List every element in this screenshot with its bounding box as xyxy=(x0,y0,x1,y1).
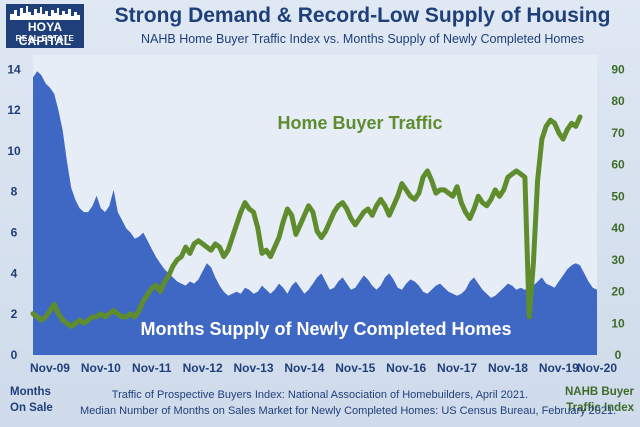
left-axis-title-line-2: On Sale xyxy=(10,402,53,414)
x-tick-label: Nov-09 xyxy=(30,361,70,375)
left-y-tick-label: 10 xyxy=(7,144,21,158)
brand-logo: HOYA CAPITAL REAL ESTATE xyxy=(6,4,84,48)
logo-main-text: HOYA CAPITAL xyxy=(18,20,72,48)
left-y-tick-label: 4 xyxy=(11,266,18,280)
left-y-tick-label: 2 xyxy=(11,307,18,321)
logo-sub-text: REAL ESTATE xyxy=(15,34,75,43)
traffic-line xyxy=(30,114,583,329)
right-y-tick-label: 0 xyxy=(615,348,622,362)
chart-title: Strong Demand & Record-Low Supply of Hou… xyxy=(114,4,611,27)
right-axis-title-line-2: Traffic Index xyxy=(566,402,634,414)
x-tick-label: Nov-12 xyxy=(183,361,223,375)
left-axis-title: Months On Sale xyxy=(10,384,53,416)
right-y-tick-label: 30 xyxy=(611,253,625,267)
right-y-tick-label: 40 xyxy=(611,221,625,235)
supply-area xyxy=(33,71,597,356)
x-tick-label: Nov-15 xyxy=(335,361,375,375)
right-axis-title-line-1: NAHB Buyer xyxy=(564,386,634,398)
skyline-icon xyxy=(10,6,80,20)
chart-subtitle: NAHB Home Buyer Traffic Index vs. Months… xyxy=(141,32,584,46)
left-axis-title-line-1: Months xyxy=(10,386,51,398)
x-tick-label: Nov-10 xyxy=(81,361,121,375)
x-tick-label: Nov-20 xyxy=(577,361,617,375)
traffic-series-label: Home Buyer Traffic xyxy=(277,113,442,133)
left-y-tick-label: 14 xyxy=(7,62,21,76)
source-note-traffic: Traffic of Prospective Buyers Index: Nat… xyxy=(111,389,529,401)
right-y-tick-label: 60 xyxy=(611,158,625,172)
x-tick-label: Nov-17 xyxy=(437,361,477,375)
left-y-tick-label: 0 xyxy=(11,348,18,362)
x-tick-label: Nov-19 xyxy=(539,361,579,375)
x-tick-label: Nov-14 xyxy=(284,361,324,375)
x-tick-label: Nov-13 xyxy=(234,361,274,375)
right-y-tick-label: 10 xyxy=(611,316,625,330)
right-y-tick-label: 70 xyxy=(611,126,625,140)
x-tick-label: Nov-11 xyxy=(132,361,172,375)
x-tick-label: Nov-18 xyxy=(488,361,528,375)
left-y-tick-label: 8 xyxy=(11,185,18,199)
right-y-tick-label: 90 xyxy=(611,62,625,76)
source-note-supply: Median Number of Months on Sales Market … xyxy=(80,405,617,417)
right-axis-title: NAHB Buyer Traffic Index xyxy=(565,384,634,416)
right-y-tick-label: 80 xyxy=(611,94,625,108)
right-y-tick-label: 20 xyxy=(611,285,625,299)
left-y-tick-label: 12 xyxy=(7,103,21,117)
supply-series-label: Months Supply of Newly Completed Homes xyxy=(140,319,511,339)
right-y-tick-label: 50 xyxy=(611,189,625,203)
left-y-tick-label: 6 xyxy=(11,226,18,240)
x-tick-label: Nov-16 xyxy=(386,361,426,375)
